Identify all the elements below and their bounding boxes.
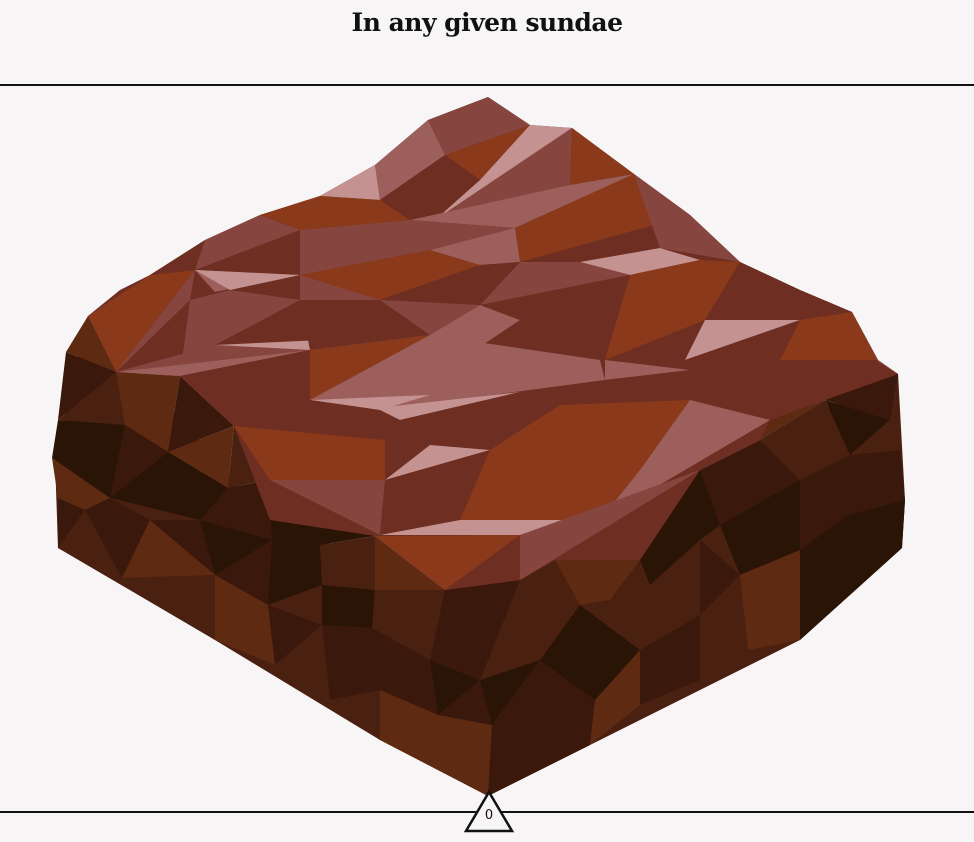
triangle-marker-icon[interactable] bbox=[463, 790, 515, 834]
marker-value: 0 bbox=[484, 808, 494, 823]
top-divider bbox=[0, 84, 974, 86]
page-title: In any given sundae bbox=[351, 8, 623, 37]
brownie-illustration bbox=[52, 97, 905, 796]
